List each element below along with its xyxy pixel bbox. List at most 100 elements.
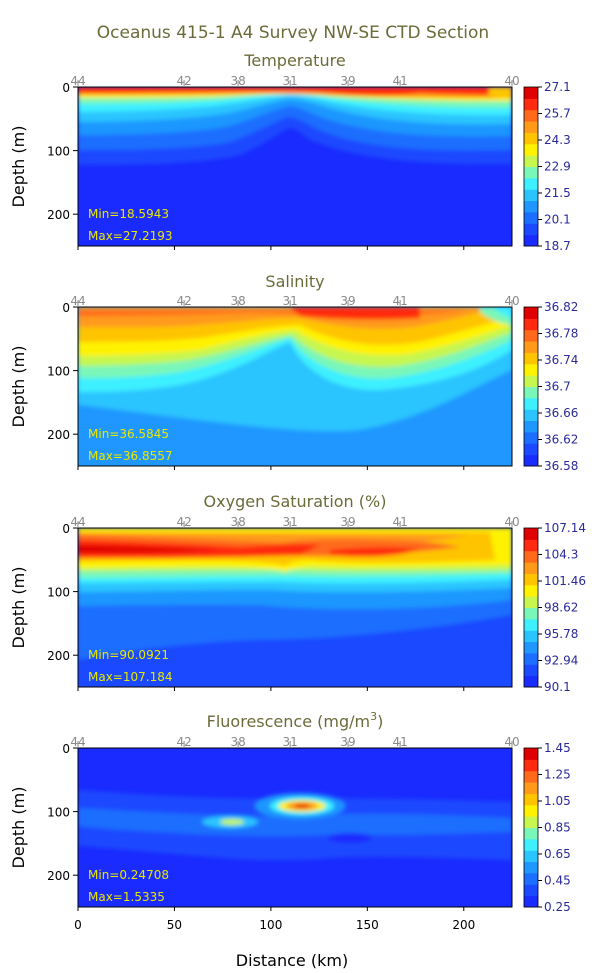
station-label: 40 (504, 515, 519, 529)
station-label: 40 (504, 294, 519, 308)
y-axis-label: Depth (m) (9, 346, 28, 428)
colorbar-swatch (524, 675, 538, 688)
colorbar-swatch (524, 189, 538, 202)
station-label: 31 (283, 294, 298, 308)
colorbar-swatch (524, 804, 538, 817)
colorbar-swatch (524, 386, 538, 399)
x-tick-label: 0 (74, 918, 82, 932)
colorbar-swatch (524, 431, 538, 444)
salinity-min-text: Min=36.5845 (88, 427, 169, 441)
colorbar-swatch (524, 211, 538, 224)
colorbar-label: 90.1 (544, 680, 571, 694)
colorbar-swatch (524, 872, 538, 885)
y-tick-label: 100 (47, 145, 70, 159)
colorbar-swatch (524, 397, 538, 410)
station-label: 41 (392, 735, 407, 749)
plot-frame-temperature (77, 86, 513, 247)
colorbar-swatch (524, 409, 538, 422)
colorbar-fluorescence: 1.45 1.25 1.05 0.85 0.65 0.45 0.25 (523, 741, 571, 914)
temperature-max-text: Max=27.2193 (88, 229, 173, 243)
colorbar-label: 104.3 (544, 548, 578, 562)
station-label: 39 (340, 74, 355, 88)
colorbar-label: 1.25 (544, 768, 571, 782)
colorbar-swatch (524, 884, 538, 897)
panel-fluorescence: Fluorescence (mg/m3) Min=0.24708 Max=1.5… (9, 710, 571, 914)
colorbar-swatch (524, 375, 538, 387)
y-tick-label: 0 (62, 522, 70, 536)
salinity-field: Min=36.5845 Max=36.8557 (78, 307, 512, 466)
y-tick-label: 0 (62, 81, 70, 95)
y-tick-label: 200 (47, 869, 70, 883)
colorbar-label: 36.62 (544, 433, 578, 447)
colorbar-label: 92.94 (544, 654, 578, 668)
axes-temperature: 0 100 200 Depth (m) 44 42 38 31 39 41 40 (9, 74, 520, 250)
colorbar-swatch (524, 420, 538, 433)
station-label: 41 (392, 74, 407, 88)
colorbar-label: 27.1 (544, 80, 571, 94)
plot-frame-fluorescence (77, 747, 513, 908)
colorbar-label: 1.05 (544, 794, 571, 808)
fluorescence-min-text: Min=0.24708 (88, 868, 169, 882)
temperature-min-text: Min=18.5943 (88, 207, 169, 221)
colorbar-swatch (524, 550, 538, 563)
colorbar-swatch (524, 109, 538, 122)
colorbar-label: 21.5 (544, 186, 571, 200)
colorbar-label: 36.82 (544, 300, 578, 314)
y-tick-label: 100 (47, 365, 70, 379)
colorbar-swatch (524, 596, 538, 608)
colorbar-swatch (524, 607, 538, 620)
colorbar-swatch (524, 770, 538, 783)
colorbar-swatch (524, 562, 538, 574)
x-tick-label: 200 (452, 918, 475, 932)
colorbar-swatch (524, 838, 538, 851)
colorbar-swatch (524, 528, 538, 540)
colorbar-swatch (524, 641, 538, 654)
x-tick-label: 150 (356, 918, 379, 932)
colorbar-swatch (524, 87, 538, 99)
colorbar-label: 24.3 (544, 133, 571, 147)
colorbar-oxygen: 107.14 104.3 101.46 98.62 95.78 92.94 90.1 (523, 521, 586, 694)
colorbar-swatch (524, 143, 538, 156)
salinity-max-text: Max=36.8557 (88, 449, 173, 463)
axes-fluorescence: 0 100 200 Depth (m) 44 42 38 31 39 41 40 (9, 735, 520, 911)
fluorescence-field: Min=0.24708 Max=1.5335 (78, 748, 512, 907)
colorbar-label: 22.9 (544, 160, 571, 174)
y-tick-label: 0 (62, 301, 70, 315)
colorbar-swatch (524, 748, 538, 760)
panel-salinity: Salinity Min=36.5845 Max=36.8557 0 100 200… (9, 272, 578, 473)
y-axis-label: Depth (m) (9, 126, 28, 208)
colorbar-swatch (524, 664, 538, 677)
panel-temperature: Temperature Min=18.5943 Max=27.2193 0 100… (9, 51, 571, 253)
station-label: 42 (176, 294, 191, 308)
y-axis-label: Depth (m) (9, 787, 28, 869)
colorbar-swatch (524, 363, 538, 376)
station-label: 41 (392, 515, 407, 529)
panel-title-fluorescence: Fluorescence (mg/m3) (207, 710, 384, 731)
colorbar-label: 36.78 (544, 327, 578, 341)
colorbar-swatch (524, 329, 538, 342)
colorbar-salinity: 36.82 36.78 36.74 36.7 36.66 36.62 36.58 (523, 300, 578, 473)
station-label: 40 (504, 74, 519, 88)
colorbar-swatch (524, 584, 538, 597)
oxygen-max-text: Max=107.184 (88, 670, 173, 684)
panel-title-salinity: Salinity (265, 272, 324, 291)
colorbar-label: 18.7 (544, 239, 571, 253)
colorbar-swatch (524, 223, 538, 236)
colorbar-swatch (524, 827, 538, 840)
station-label: 41 (392, 294, 407, 308)
colorbar-swatch (524, 630, 538, 643)
colorbar-swatch (524, 895, 538, 908)
colorbar-swatch (524, 121, 538, 133)
fluorescence-max-text: Max=1.5335 (88, 890, 165, 904)
station-label: 38 (230, 294, 245, 308)
station-label: 40 (504, 735, 519, 749)
colorbar-swatch (524, 539, 538, 552)
colorbar-swatch (524, 166, 538, 179)
colorbar-swatch (524, 816, 538, 828)
colorbar-swatch (524, 618, 538, 631)
plot-frame-oxygen (77, 527, 513, 688)
station-label: 44 (70, 735, 85, 749)
colorbar-label: 25.7 (544, 107, 571, 121)
colorbar-label: 107.14 (544, 521, 586, 535)
